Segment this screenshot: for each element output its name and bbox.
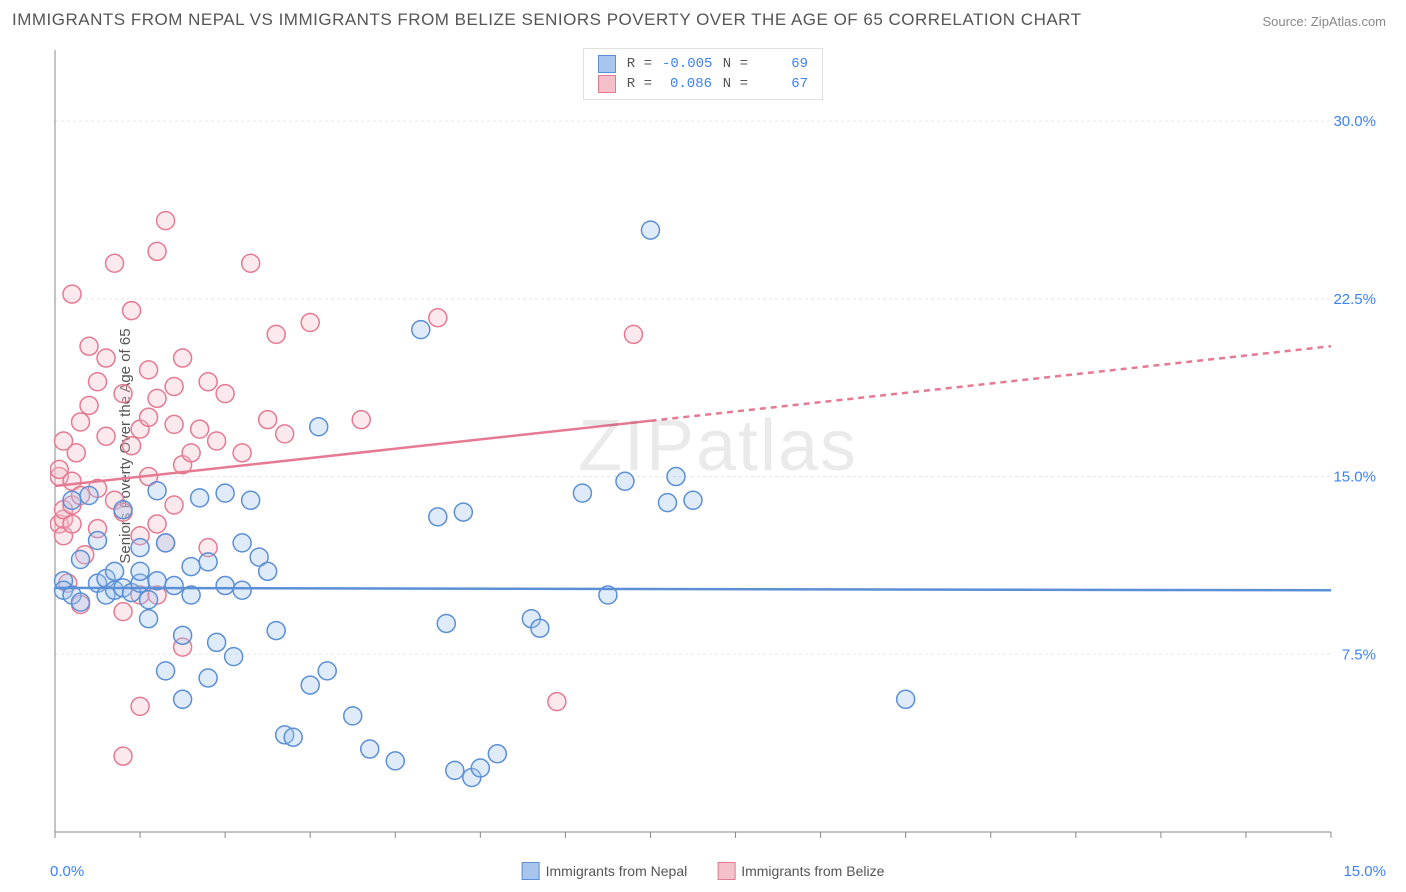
legend-label-a: Immigrants from Nepal — [546, 863, 688, 879]
n-label: N = — [722, 56, 748, 72]
stats-row-b: R = 0.086 N = 67 — [598, 75, 808, 93]
x-tick-start: 0.0% — [50, 863, 84, 880]
svg-text:7.5%: 7.5% — [1342, 646, 1376, 663]
source-label: Source: ZipAtlas.com — [1262, 14, 1386, 29]
r-value-b: 0.086 — [662, 76, 712, 92]
svg-text:22.5%: 22.5% — [1333, 291, 1376, 308]
r-label: R = — [626, 76, 652, 92]
swatch-nepal — [598, 55, 616, 73]
n-value-b: 67 — [758, 76, 808, 92]
chart-title: IMMIGRANTS FROM NEPAL VS IMMIGRANTS FROM… — [12, 10, 1082, 30]
legend-item-b: Immigrants from Belize — [717, 862, 884, 880]
n-label: N = — [722, 76, 748, 92]
legend-label-b: Immigrants from Belize — [741, 863, 884, 879]
stats-row-a: R = -0.005 N = 69 — [598, 55, 808, 73]
svg-text:15.0%: 15.0% — [1333, 469, 1376, 486]
swatch-nepal — [522, 862, 540, 880]
swatch-belize — [717, 862, 735, 880]
chart-area: ZIPatlas 7.5%15.0%22.5%30.0% — [50, 45, 1386, 847]
x-axis-legend: Immigrants from Nepal Immigrants from Be… — [522, 862, 885, 880]
r-value-a: -0.005 — [662, 56, 712, 72]
swatch-belize — [598, 75, 616, 93]
stats-legend-box: R = -0.005 N = 69 R = 0.086 N = 67 — [583, 48, 823, 100]
n-value-a: 69 — [758, 56, 808, 72]
r-label: R = — [626, 56, 652, 72]
legend-item-a: Immigrants from Nepal — [522, 862, 688, 880]
x-tick-end: 15.0% — [1343, 863, 1386, 880]
svg-text:30.0%: 30.0% — [1333, 113, 1376, 130]
scatter-plot-svg: 7.5% 15.0% 22.5% 30.0% — [50, 45, 1386, 847]
